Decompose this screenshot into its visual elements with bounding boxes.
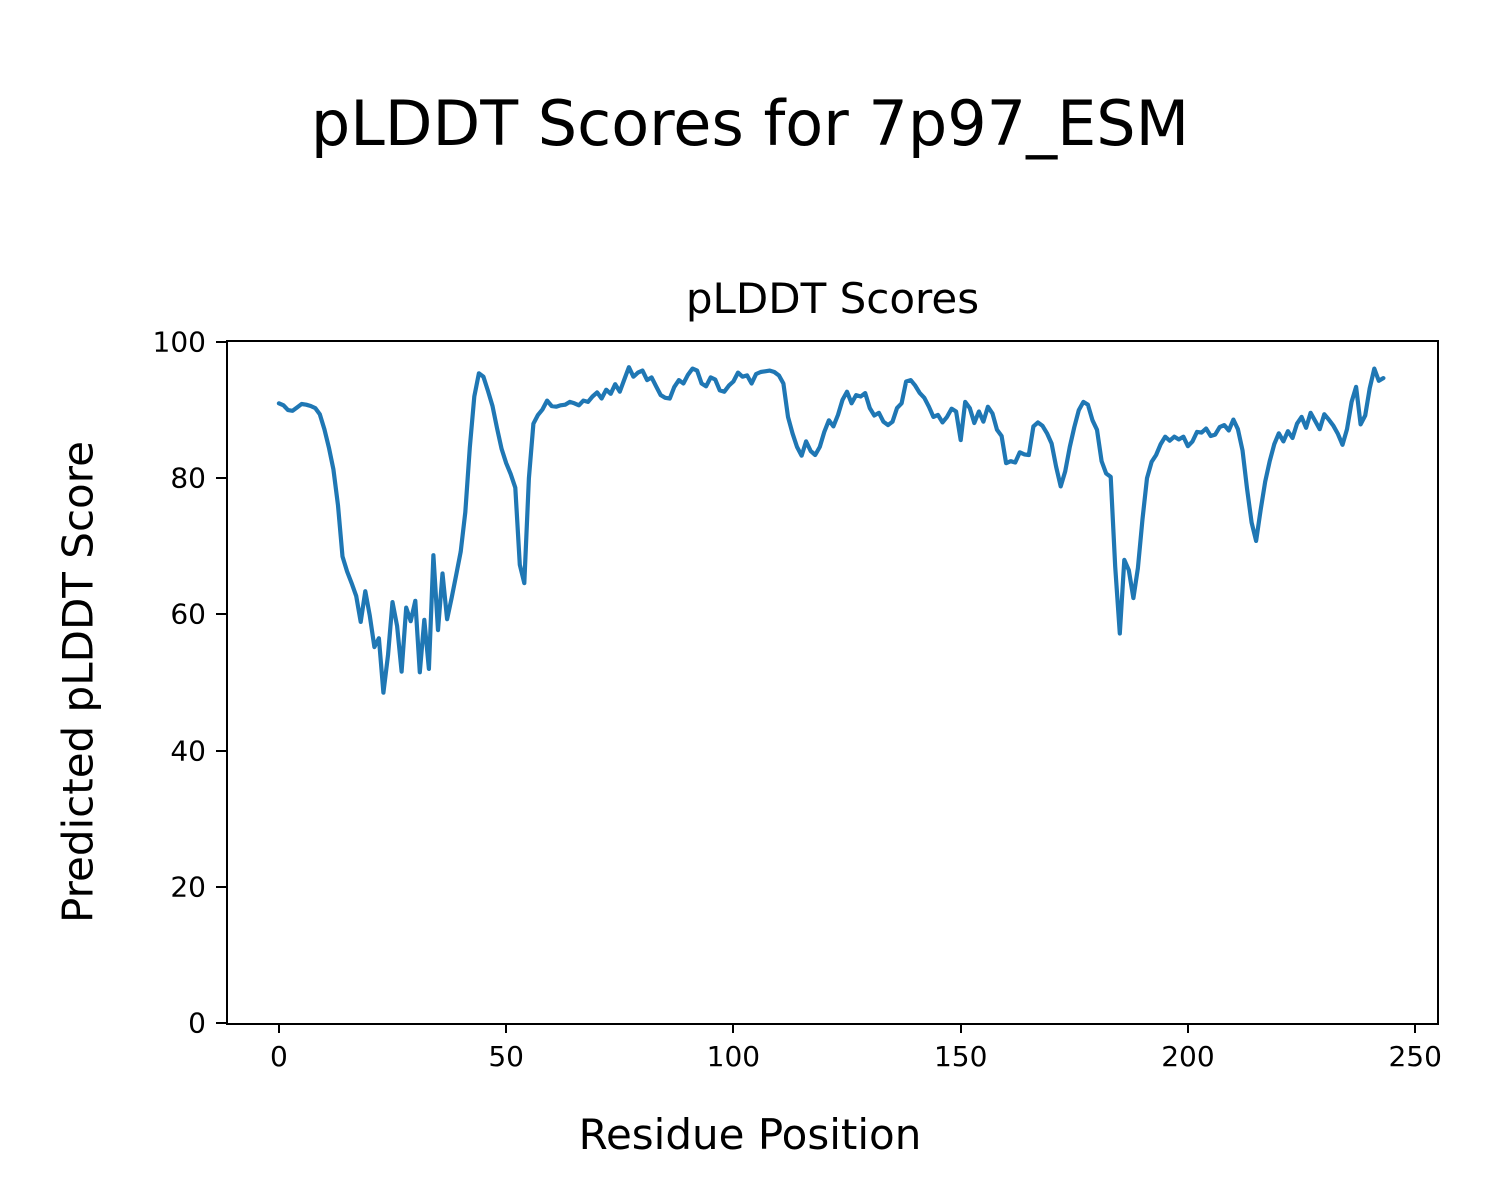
x-tick-label: 50 [488, 1040, 524, 1073]
x-axis-label: Residue Position [578, 1110, 922, 1159]
y-tick-label: 60 [170, 597, 206, 631]
y-tick-mark [216, 613, 226, 616]
y-tick-label: 40 [170, 734, 206, 768]
x-tick-mark [1186, 1023, 1189, 1033]
y-tick-label: 80 [170, 461, 206, 495]
x-tick-mark [277, 1023, 280, 1033]
x-tick-label: 200 [1161, 1040, 1215, 1073]
y-tick-mark [216, 749, 226, 752]
x-tick-mark [1414, 1023, 1417, 1033]
plddt-line-canvas [276, 365, 1386, 695]
y-tick-label: 100 [152, 325, 206, 359]
x-tick-label: 100 [706, 1040, 761, 1073]
y-axis-label: Predicted pLDDT Score [53, 441, 103, 923]
plot-area [226, 340, 1439, 1025]
x-tick-label: 0 [269, 1040, 288, 1073]
axes-title: pLDDT Scores [685, 274, 980, 323]
x-tick-mark [732, 1023, 735, 1033]
y-tick-label: 0 [188, 1006, 206, 1040]
y-tick-label: 20 [170, 870, 206, 904]
x-tick-mark [959, 1023, 962, 1033]
y-tick-mark [216, 885, 226, 888]
y-tick-mark [216, 1022, 226, 1024]
x-tick-mark [505, 1023, 508, 1033]
y-tick-mark [216, 341, 226, 343]
x-tick-label: 150 [933, 1040, 988, 1073]
plddt-line [276, 365, 1386, 695]
figure-title: pLDDT Scores for 7p97_ESM [310, 87, 1190, 160]
x-tick-label: 250 [1388, 1040, 1442, 1073]
y-tick-mark [216, 477, 226, 480]
